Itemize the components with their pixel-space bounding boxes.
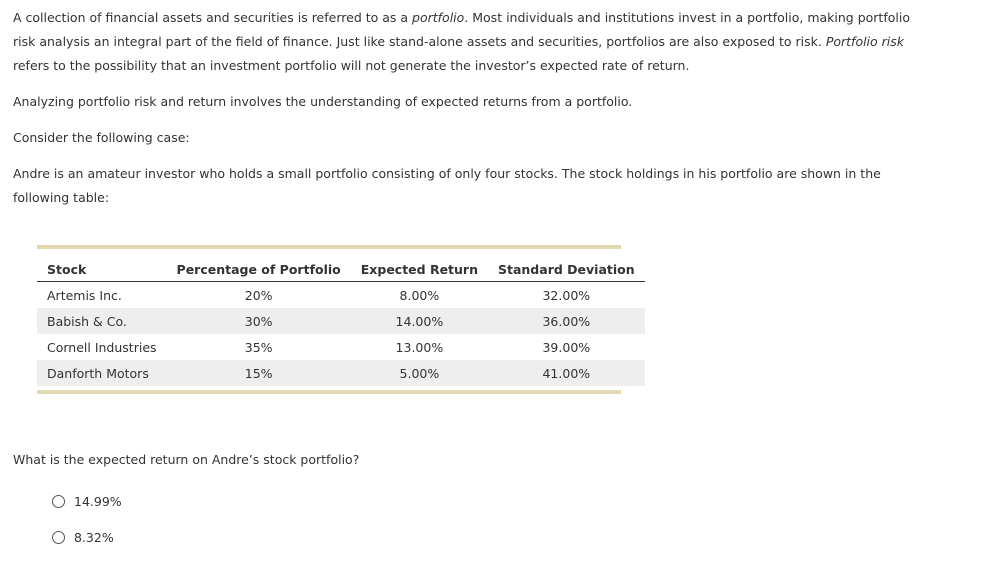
table-bottom-bar [37,390,621,394]
cell-standard-deviation: 41.00% [488,360,645,386]
cell-percentage: 30% [166,308,351,334]
answer-options: 14.99% 8.32% [52,490,122,562]
intro-paragraph: A collection of financial assets and sec… [13,6,933,78]
answer-option-label: 8.32% [74,529,114,545]
radio-button[interactable] [52,530,65,544]
header-standard-deviation: Standard Deviation [488,257,645,282]
answer-option[interactable]: 8.32% [52,526,122,548]
cell-percentage: 15% [166,360,351,386]
radio-button[interactable] [52,494,65,508]
cell-standard-deviation: 39.00% [542,339,591,355]
cell-expected-return: 5.00% [350,360,488,386]
table-row: Babish & Co. 30% 14.00% 36.00% [37,308,645,334]
table-row: Danforth Motors 15% 5.00% 41.00% [37,360,645,386]
analyzing-paragraph: Analyzing portfolio risk and return invo… [13,94,633,109]
cell-stock: Danforth Motors [37,360,167,386]
cell-stock: Babish & Co. [37,308,167,334]
portfolio-table-container: Stock Percentage of Portfolio Expected R… [37,245,645,394]
header-expected-return: Expected Return [350,257,488,282]
question-text: What is the expected return on Andre’s s… [13,452,360,467]
cell-expected-return: 14.00% [350,308,488,334]
table-row: Cornell Industries 35% 13.00% 39.00% [37,334,645,360]
cell-percentage: 20% [244,287,273,303]
intro-text-2: . Most individuals and institutions inve… [13,10,910,49]
answer-option-label: 14.99% [74,493,122,509]
intro-text-1: A collection of financial assets and sec… [13,10,413,25]
cell-stock: Artemis Inc. [47,287,122,303]
table-row: Artemis Inc. 20% 8.00% 32.00% [37,282,645,309]
cell-standard-deviation: 32.00% [542,287,591,303]
cell-expected-return: 13.00% [395,339,444,355]
portfolio-table: Stock Percentage of Portfolio Expected R… [37,257,645,386]
table-top-bar [37,245,621,249]
problem-text: A collection of financial assets and sec… [13,6,933,210]
table-header-row: Stock Percentage of Portfolio Expected R… [37,257,645,282]
intro-text-3: refers to the possibility that an invest… [13,58,690,73]
cell-percentage: 35% [244,339,273,355]
cell-standard-deviation: 36.00% [488,308,645,334]
term-portfolio-risk: Portfolio risk [825,34,905,49]
answer-option[interactable]: 14.99% [52,490,122,512]
cell-expected-return: 8.00% [399,287,440,303]
cell-stock: Cornell Industries [47,339,157,355]
case-paragraph: Andre is an amateur investor who holds a… [13,166,881,205]
header-percentage: Percentage of Portfolio [166,257,351,282]
header-stock: Stock [37,257,167,282]
consider-paragraph: Consider the following case: [13,130,190,145]
term-portfolio: portfolio [412,10,465,25]
